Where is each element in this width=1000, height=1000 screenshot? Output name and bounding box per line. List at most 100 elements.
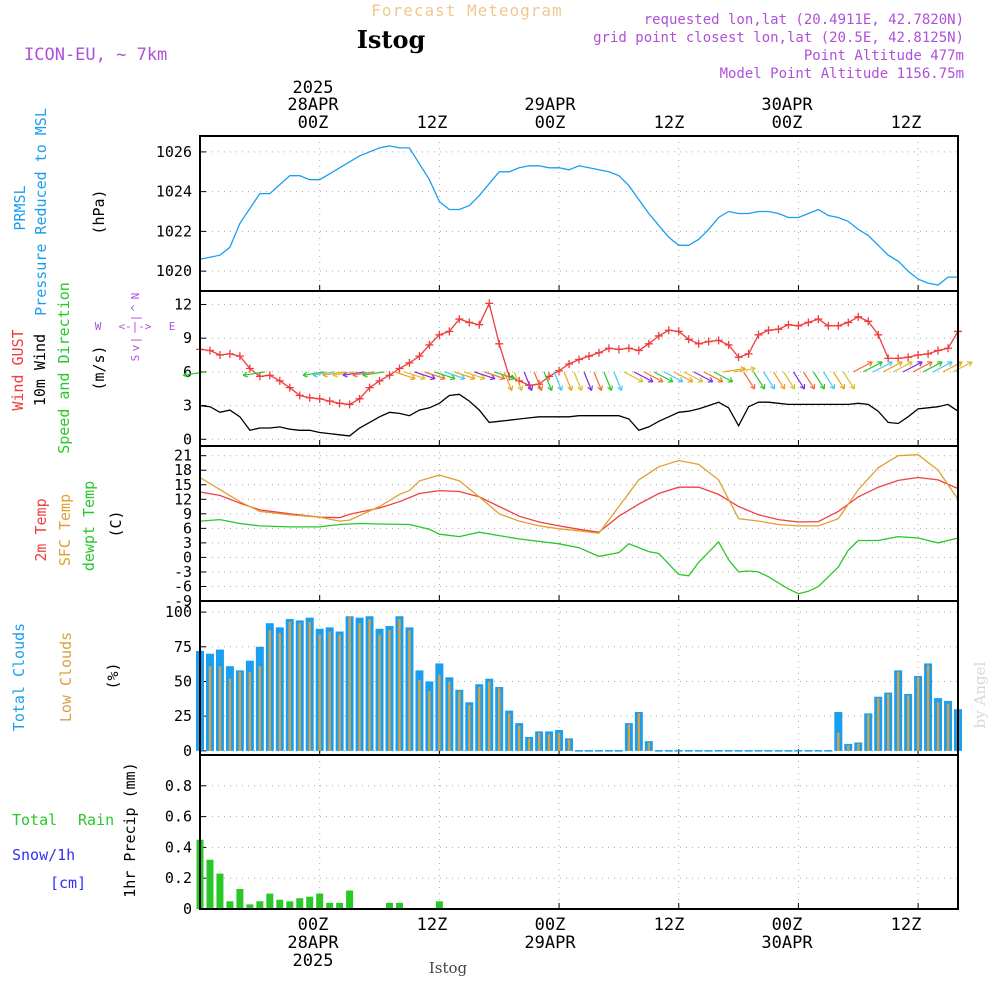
bar-low-clouds xyxy=(507,713,511,751)
gust-marker xyxy=(624,344,633,353)
gust-marker xyxy=(375,376,384,385)
wind-arrow xyxy=(832,371,845,390)
wind-arrow xyxy=(503,371,513,391)
gust-marker xyxy=(325,397,334,406)
wind-arrow xyxy=(362,371,385,376)
gust-marker xyxy=(874,330,883,339)
compass-w: W xyxy=(95,320,102,333)
bar-low-clouds xyxy=(328,631,331,751)
y-tick-label: 75 xyxy=(174,638,192,656)
series-line-wind-gust xyxy=(199,301,959,406)
wind-arrow-head xyxy=(637,377,644,383)
bottom-tick-00z-3: 00Z xyxy=(772,915,803,935)
gust-marker xyxy=(275,376,284,385)
wind-arrow-head xyxy=(779,384,786,390)
wind-arrow xyxy=(394,371,416,380)
bar-low-clouds xyxy=(288,621,291,751)
legend-prmsl-desc: Pressure Reduced to MSL xyxy=(32,108,50,316)
gust-marker xyxy=(255,372,264,381)
wind-arrow-head xyxy=(223,372,228,377)
bar-rain xyxy=(266,893,274,909)
gust-marker xyxy=(644,339,653,348)
wind-arrow-head xyxy=(887,361,893,367)
wind-arrow-head xyxy=(707,377,714,383)
y-tick-label: 0 xyxy=(183,430,192,448)
wind-arrow-head xyxy=(322,371,328,378)
legend-total: Total xyxy=(12,811,57,829)
bar-low-clouds xyxy=(627,724,631,751)
bar-low-clouds xyxy=(388,630,391,751)
wind-arrow xyxy=(533,371,543,391)
gust-marker xyxy=(584,352,593,361)
wind-arrow xyxy=(593,371,603,391)
model-label: ICON-EU, ~ 7km xyxy=(24,45,167,65)
bar-rain xyxy=(346,890,354,909)
bar-rain xyxy=(246,904,254,909)
gust-marker xyxy=(435,330,444,339)
bar-rain xyxy=(216,873,224,909)
wind-arrow-head xyxy=(749,384,756,390)
bottom-tick-00z-1: 00Z xyxy=(298,915,329,935)
wind-arrow xyxy=(322,371,345,376)
bar-rain xyxy=(286,901,294,909)
gust-marker xyxy=(664,326,673,335)
bar-low-clouds xyxy=(458,691,461,751)
wind-arrow xyxy=(892,361,913,373)
bar-rain xyxy=(435,901,443,909)
wind-arrow xyxy=(352,371,375,376)
gust-marker xyxy=(724,340,733,349)
wind-arrow-head xyxy=(727,377,734,383)
wind-arrow xyxy=(733,367,756,373)
wind-arrow-head xyxy=(789,384,796,390)
wind-arrow xyxy=(822,371,835,390)
panel-frame xyxy=(199,445,959,602)
legend-low-clouds: Low Clouds xyxy=(57,632,75,722)
bottom-date-2: 29APR xyxy=(524,933,576,953)
legend-temp2m: 2m Temp xyxy=(32,498,50,561)
gust-marker xyxy=(844,318,853,327)
y-tick-label: 0 xyxy=(183,548,192,566)
bar-low-clouds xyxy=(468,705,471,751)
wind-arrow xyxy=(862,361,883,373)
gust-marker xyxy=(425,340,434,349)
gust-marker xyxy=(714,336,723,345)
gust-marker xyxy=(445,327,454,336)
gust-marker xyxy=(345,400,354,409)
wind-arrow-head xyxy=(597,385,604,391)
compass-s: S xyxy=(129,355,142,362)
legend-cloud-unit: (%) xyxy=(104,662,122,689)
bar-low-clouds xyxy=(228,678,232,751)
wind-arrow xyxy=(312,371,335,376)
bar-low-clouds xyxy=(338,634,341,751)
wind-arrow-head xyxy=(547,385,554,391)
y-tick-label: 100 xyxy=(165,603,192,621)
bar-low-clouds xyxy=(867,714,870,751)
wind-arrow-head xyxy=(352,371,358,378)
gust-marker xyxy=(355,394,364,403)
bar-rain xyxy=(316,893,324,909)
wind-arrow-head xyxy=(697,377,704,383)
y-tick-label: -9 xyxy=(174,592,192,610)
wind-arrow xyxy=(623,371,644,383)
bar-low-clouds xyxy=(278,632,281,751)
wind-arrow xyxy=(952,361,973,373)
wind-arrow xyxy=(573,371,583,391)
bottom-tick-12z-3: 12Z xyxy=(891,915,922,935)
wind-arrow xyxy=(693,371,714,383)
wind-arrow-head xyxy=(283,372,288,377)
gust-marker xyxy=(734,353,743,362)
wind-arrow-head xyxy=(877,361,883,367)
gust-marker xyxy=(405,358,414,367)
legend-sfctemp: SFC Temp xyxy=(56,494,74,566)
bar-low-clouds xyxy=(268,630,272,751)
gust-marker xyxy=(565,360,574,369)
y-tick-label: 0.6 xyxy=(165,808,192,826)
y-tick-label: 9 xyxy=(183,329,192,347)
bottom-date-1: 28APR xyxy=(287,933,339,953)
panel-frame xyxy=(199,135,959,292)
bar-low-clouds xyxy=(498,688,501,751)
top-tick-00z-1: 00Z xyxy=(298,113,329,133)
bar-low-clouds xyxy=(448,681,451,751)
bar-low-clouds xyxy=(248,671,252,751)
